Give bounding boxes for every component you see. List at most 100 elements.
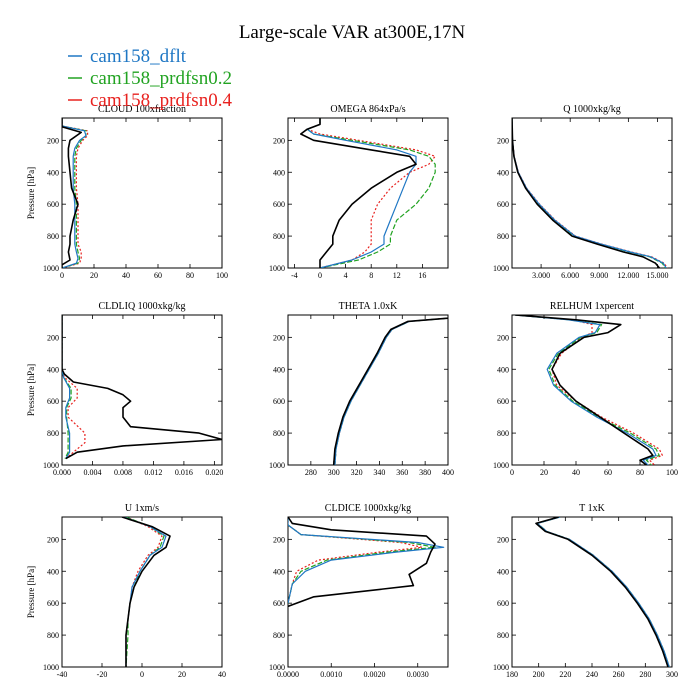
y-tick-label: 600 bbox=[47, 397, 59, 406]
legend-entry: cam158_dflt bbox=[90, 46, 187, 67]
series-line-2 bbox=[62, 118, 89, 268]
series-line-1 bbox=[306, 118, 436, 268]
series-group bbox=[299, 118, 436, 268]
y-axis-label: Pressure [hPa] bbox=[26, 364, 36, 416]
legend: cam158_dfltcam158_prdfsn0.2cam158_prdfsn… bbox=[68, 46, 232, 111]
y-tick-label: 400 bbox=[47, 365, 59, 374]
y-tick-label: 800 bbox=[47, 631, 59, 640]
panel-frame bbox=[287, 516, 449, 668]
y-tick-label: 800 bbox=[497, 232, 509, 241]
y-tick-label: 200 bbox=[273, 333, 285, 342]
x-tick-label: 240 bbox=[586, 670, 598, 679]
y-tick-label: 200 bbox=[47, 333, 59, 342]
y-tick-label: 1000 bbox=[493, 264, 509, 273]
series-line-obs bbox=[288, 517, 436, 608]
series-line-2 bbox=[125, 517, 163, 667]
x-tick-label: 0.012 bbox=[144, 468, 162, 477]
y-tick-label: 1000 bbox=[269, 461, 285, 470]
x-tick-label: 0.0030 bbox=[407, 670, 429, 679]
y-tick-label: 600 bbox=[273, 200, 285, 209]
y-tick-label: 200 bbox=[47, 136, 59, 145]
series-line-obs bbox=[62, 315, 222, 460]
panel-title: OMEGA 864xPa/s bbox=[330, 104, 405, 115]
x-tick-label: 80 bbox=[636, 468, 644, 477]
panel-title: CLDICE 1000xkg/kg bbox=[325, 503, 411, 514]
series-line-0 bbox=[334, 317, 448, 465]
x-tick-label: 300 bbox=[666, 670, 678, 679]
series-line-obs bbox=[535, 517, 669, 667]
series-line-1 bbox=[512, 118, 666, 268]
y-tick-label: 400 bbox=[273, 168, 285, 177]
series-group bbox=[535, 517, 670, 667]
x-tick-label: 0.020 bbox=[205, 468, 223, 477]
x-tick-label: 0.008 bbox=[114, 468, 132, 477]
x-tick-label: 4 bbox=[344, 271, 348, 280]
panel-title: CLDLIQ 1000xkg/kg bbox=[99, 301, 186, 312]
series-line-obs bbox=[121, 517, 171, 667]
series-line-0 bbox=[536, 517, 670, 667]
y-tick-label: 200 bbox=[497, 333, 509, 342]
x-tick-label: 60 bbox=[604, 468, 612, 477]
series-group bbox=[62, 315, 222, 460]
series-group bbox=[288, 517, 445, 608]
y-tick-label: 800 bbox=[47, 232, 59, 241]
x-tick-label: 320 bbox=[351, 468, 363, 477]
series-line-2 bbox=[288, 517, 423, 604]
series-line-obs bbox=[299, 118, 417, 268]
y-tick-label: 400 bbox=[273, 365, 285, 374]
x-tick-label: 20 bbox=[178, 670, 186, 679]
panel-3: CLDLIQ 1000xkg/kg Pressure [hPa] 200 400 600… bbox=[26, 301, 223, 477]
panel-frame bbox=[61, 516, 223, 668]
y-tick-label: 800 bbox=[273, 429, 285, 438]
x-tick-label: 40 bbox=[122, 271, 130, 280]
panel-title: U 1xm/s bbox=[125, 503, 159, 514]
series-line-obs bbox=[332, 317, 448, 465]
series-line-2 bbox=[306, 118, 436, 268]
y-tick-label: 200 bbox=[47, 535, 59, 544]
x-tick-label: 100 bbox=[216, 271, 228, 280]
panel-frame bbox=[511, 314, 673, 466]
y-tick-label: 600 bbox=[47, 599, 59, 608]
series-line-obs bbox=[512, 118, 661, 268]
y-tick-label: 1000 bbox=[269, 663, 285, 672]
series-line-0 bbox=[515, 315, 657, 465]
figure-title: Large-scale VAR at300E,17N bbox=[239, 22, 466, 43]
x-tick-label: 6.000 bbox=[561, 271, 579, 280]
y-tick-label: 800 bbox=[497, 631, 509, 640]
panel-title: THETA 1.0xK bbox=[339, 301, 398, 312]
y-tick-label: 400 bbox=[47, 567, 59, 576]
y-tick-label: 200 bbox=[273, 535, 285, 544]
x-tick-label: 200 bbox=[533, 670, 545, 679]
x-tick-label: 20 bbox=[540, 468, 548, 477]
series-line-1 bbox=[515, 315, 660, 465]
y-axis-label: Pressure [hPa] bbox=[26, 566, 36, 618]
panel-frame bbox=[511, 117, 673, 269]
x-tick-label: 0.0010 bbox=[320, 670, 342, 679]
panel-frame bbox=[61, 117, 223, 269]
legend-entry: cam158_prdfsn0.4 bbox=[90, 90, 232, 111]
series-group bbox=[332, 317, 448, 465]
y-tick-label: 400 bbox=[47, 168, 59, 177]
y-tick-label: 200 bbox=[497, 136, 509, 145]
x-tick-label: 300 bbox=[328, 468, 340, 477]
x-tick-label: -20 bbox=[97, 670, 108, 679]
x-tick-label: 0.0020 bbox=[363, 670, 385, 679]
y-tick-label: 400 bbox=[497, 365, 509, 374]
x-tick-label: 260 bbox=[613, 670, 625, 679]
y-tick-label: 600 bbox=[497, 200, 509, 209]
series-line-1 bbox=[288, 517, 436, 604]
y-tick-label: 400 bbox=[497, 168, 509, 177]
x-tick-label: 20 bbox=[90, 271, 98, 280]
y-tick-label: 800 bbox=[497, 429, 509, 438]
panel-2: Q 1000xkg/kg 200 400 600 800 1000 3.000 6.000 9.… bbox=[493, 104, 673, 280]
panel-title: RELHUM 1xpercent bbox=[550, 301, 634, 312]
panel-4: THETA 1.0xK 200 400 600 800 1000 280 300 320 340 3… bbox=[269, 301, 454, 477]
y-tick-label: 1000 bbox=[43, 461, 59, 470]
y-tick-label: 400 bbox=[273, 567, 285, 576]
y-tick-label: 800 bbox=[273, 232, 285, 241]
series-group bbox=[121, 517, 171, 667]
series-line-obs bbox=[62, 118, 82, 268]
